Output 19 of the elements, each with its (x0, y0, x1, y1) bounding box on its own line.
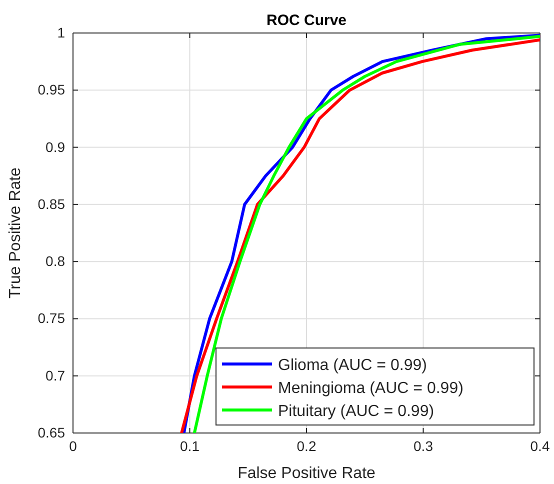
x-tick-label: 0.2 (296, 438, 316, 454)
y-tick-label: 0.85 (38, 196, 66, 212)
y-tick-label: 0.7 (46, 367, 66, 384)
x-tick-label: 0.1 (180, 438, 200, 454)
y-tick-label: 0.65 (38, 424, 66, 440)
y-tick-label: 0.9 (46, 138, 66, 155)
y-axis-title: True Positive Rate (7, 167, 24, 299)
y-tick-label: 0.95 (38, 82, 66, 98)
legend-label: Pituitary (AUC = 0.99) (278, 403, 434, 420)
x-tick-label: 0.3 (414, 438, 434, 454)
x-tick-label: 0 (69, 438, 78, 454)
legend-label: Meningioma (AUC = 0.99) (278, 380, 464, 397)
x-axis-title: False Positive Rate (238, 465, 376, 482)
legend-label: Glioma (AUC = 0.99) (278, 357, 427, 374)
x-tick-label: 0.4 (530, 438, 550, 454)
y-tick-label: 1 (57, 24, 66, 40)
chart-title: ROC Curve (266, 12, 347, 29)
y-tick-label: 0.8 (46, 253, 66, 270)
y-tick-label: 0.75 (38, 310, 66, 326)
